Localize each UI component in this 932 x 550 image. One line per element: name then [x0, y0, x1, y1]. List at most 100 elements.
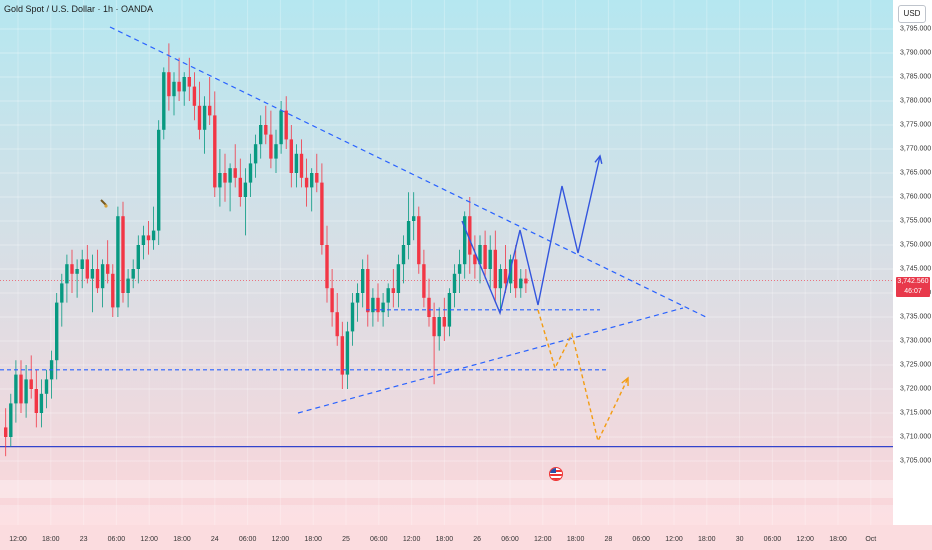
candle-down — [34, 389, 38, 413]
price-tick-label: 3,750.000 — [900, 241, 932, 249]
candle-up — [60, 283, 64, 303]
candle-up — [498, 269, 503, 289]
candle-down — [264, 125, 268, 135]
price-tick-label: 3,735.000 — [900, 313, 932, 321]
price-tick-label: 3,725.000 — [900, 361, 932, 369]
candle-down — [299, 153, 304, 178]
ascending-trendline[interactable] — [297, 307, 684, 414]
candle-up — [44, 379, 49, 394]
price-tick-label: 3,795.000 — [900, 25, 932, 33]
candle-up — [151, 230, 156, 241]
candle-up — [310, 173, 314, 188]
candle-up — [116, 216, 120, 308]
candle-up — [274, 144, 278, 159]
price-tick-label: 3,755.000 — [900, 217, 932, 225]
candle-up — [65, 264, 69, 284]
price-tick-label: 3,715.000 — [900, 409, 932, 417]
candle-down — [503, 269, 508, 284]
brush-icon[interactable] — [100, 199, 108, 208]
bearish-arrowhead-icon — [621, 376, 629, 387]
candle-up — [80, 259, 84, 269]
candle-up — [345, 331, 350, 375]
candle-up — [75, 269, 79, 274]
candle-up — [350, 302, 355, 332]
candle-down — [514, 259, 518, 289]
price-tick-label: 3,705.000 — [900, 457, 932, 465]
candle-down — [177, 81, 181, 92]
time-tick-label: 12:00 — [9, 536, 27, 543]
candle-down — [95, 269, 100, 289]
time-tick-label: 24 — [210, 536, 219, 543]
descending-trendline[interactable] — [109, 26, 709, 319]
price-tick-label: 3,720.000 — [900, 385, 932, 393]
time-tick-label: 06:00 — [370, 536, 388, 543]
candle-down — [427, 297, 431, 317]
candle-up — [355, 293, 360, 303]
candle-down — [432, 317, 436, 337]
candle-up — [396, 264, 401, 293]
time-tick-label: 18:00 — [435, 536, 454, 543]
candle-up — [386, 288, 390, 303]
candle-down — [70, 264, 74, 274]
candle-up — [259, 125, 263, 145]
candle-up — [452, 273, 457, 293]
currency-button[interactable]: USD — [898, 5, 926, 23]
candle-up — [412, 216, 416, 221]
candle-up — [279, 110, 283, 145]
candle-down — [269, 134, 273, 159]
time-tick-label: 25 — [342, 536, 350, 543]
candle-up — [447, 293, 452, 327]
time-tick-label: 23 — [79, 536, 88, 543]
candles-group — [4, 43, 528, 457]
time-tick-label: 06:00 — [107, 536, 126, 543]
candle-up — [371, 297, 375, 313]
current-price-value: 3,742.560 — [897, 278, 929, 285]
time-tick-label: 18:00 — [698, 536, 716, 543]
price-axis[interactable]: 3,795.000 3,790.000 3,785.000 3,780.000 3,77… — [893, 0, 932, 525]
candle-down — [167, 72, 171, 97]
time-tick-label: 26 — [473, 536, 482, 543]
time-tick-label: 06:00 — [763, 536, 782, 543]
time-axis[interactable]: 12:00 18:00 23 06:00 12:00 18:00 24 06:00 12:00 1… — [0, 525, 932, 550]
candle-down — [315, 173, 319, 183]
time-tick-label: 06:00 — [632, 536, 650, 543]
time-tick-label: Oct — [865, 536, 877, 543]
price-tick-label: 3,760.000 — [900, 193, 932, 201]
candle-up — [463, 216, 467, 265]
chart-plot-area[interactable] — [0, 0, 893, 525]
price-tick-label: 3,745.000 — [900, 265, 932, 273]
candle-down — [121, 216, 125, 293]
time-tick-label: 18:00 — [173, 536, 191, 543]
candle-down — [483, 245, 487, 269]
price-tick-label: 3,765.000 — [900, 169, 932, 177]
candle-up — [253, 144, 258, 164]
candle-down — [289, 139, 293, 173]
candle-up — [24, 379, 28, 404]
candle-up — [9, 403, 13, 437]
candle-down — [417, 216, 421, 265]
time-tick-label: 12:00 — [271, 536, 290, 543]
candle-down — [473, 254, 477, 265]
candle-down — [442, 317, 446, 327]
bullish-arrowhead-icon — [594, 154, 603, 164]
candle-down — [391, 288, 395, 293]
candle-down — [304, 177, 309, 188]
candle-up — [361, 269, 365, 293]
candle-up — [90, 269, 95, 279]
symbol-title[interactable]: Gold Spot / U.S. Dollar · 1h · OANDA — [4, 4, 154, 14]
time-tick-label: 06:00 — [501, 536, 519, 543]
price-tick-label: 3,775.000 — [900, 121, 932, 129]
bearish-projection-path[interactable] — [537, 309, 629, 444]
current-price-tag: 3,742.560 46:07 — [896, 277, 930, 297]
candle-up — [457, 264, 462, 274]
candle-up — [406, 221, 411, 245]
candle-down — [320, 182, 324, 245]
candle-down — [493, 249, 497, 289]
bullish-projection-path[interactable] — [461, 155, 601, 316]
candle-up — [136, 245, 140, 269]
us-flag-icon[interactable] — [549, 467, 563, 481]
price-tick-label: 3,770.000 — [900, 145, 932, 153]
candle-down — [208, 105, 212, 116]
candle-up — [14, 374, 18, 404]
